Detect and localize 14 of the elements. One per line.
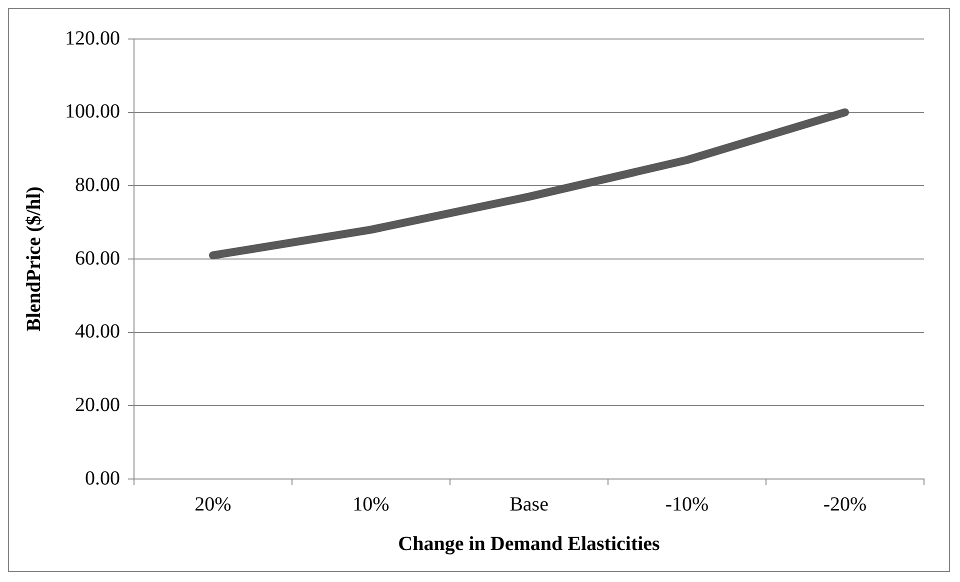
x-axis-title: Change in Demand Elasticities [398,533,660,556]
x-tick-label: Base [510,493,549,516]
y-tick-label: 100.00 [65,100,120,123]
y-tick-label: 120.00 [65,27,120,50]
x-tick-label: -10% [665,493,709,516]
x-tick-label: -20% [823,493,867,516]
y-tick-label: 20.00 [75,394,120,416]
x-tick-label: 20% [194,493,232,516]
x-tick-label: 10% [352,493,390,516]
y-tick-label: 0.00 [85,467,120,490]
y-tick-label: 60.00 [75,247,120,270]
y-tick-label: 40.00 [75,320,120,343]
y-tick-label: 80.00 [75,174,120,196]
y-axis-title: BlendPrice ($/hl) [23,186,46,332]
